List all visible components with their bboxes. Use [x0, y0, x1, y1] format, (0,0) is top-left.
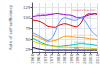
svg-text:Former USSR: Former USSR	[36, 13, 53, 16]
svg-text:2005: 2005	[88, 53, 93, 64]
svg-text:25: 25	[25, 47, 31, 52]
svg-text:2000: 2000	[82, 53, 87, 64]
svg-text:100: 100	[23, 15, 31, 20]
svg-text:125: 125	[23, 5, 31, 10]
svg-text:1985: 1985	[62, 53, 67, 64]
svg-text:Romania: Romania	[74, 41, 85, 44]
svg-text:1975: 1975	[49, 53, 54, 64]
svg-text:1965: 1965	[36, 53, 41, 64]
svg-text:European Union: European Union	[74, 34, 94, 37]
svg-text:1995: 1995	[75, 53, 80, 64]
svg-text:Rate of self-sufficiency: Rate of self-sufficiency	[8, 4, 13, 50]
svg-text:75: 75	[25, 26, 31, 31]
svg-text:2010: 2010	[95, 53, 100, 64]
svg-text:United States (US): United States (US)	[73, 9, 96, 12]
svg-text:United Kingdom: United Kingdom	[71, 16, 92, 19]
svg-text:1970: 1970	[43, 53, 48, 64]
svg-text:1990: 1990	[69, 53, 74, 64]
svg-text:50: 50	[25, 37, 31, 42]
svg-text:1980: 1980	[56, 53, 61, 64]
svg-text:1960: 1960	[30, 53, 35, 64]
svg-text:Italy: Italy	[74, 47, 80, 50]
